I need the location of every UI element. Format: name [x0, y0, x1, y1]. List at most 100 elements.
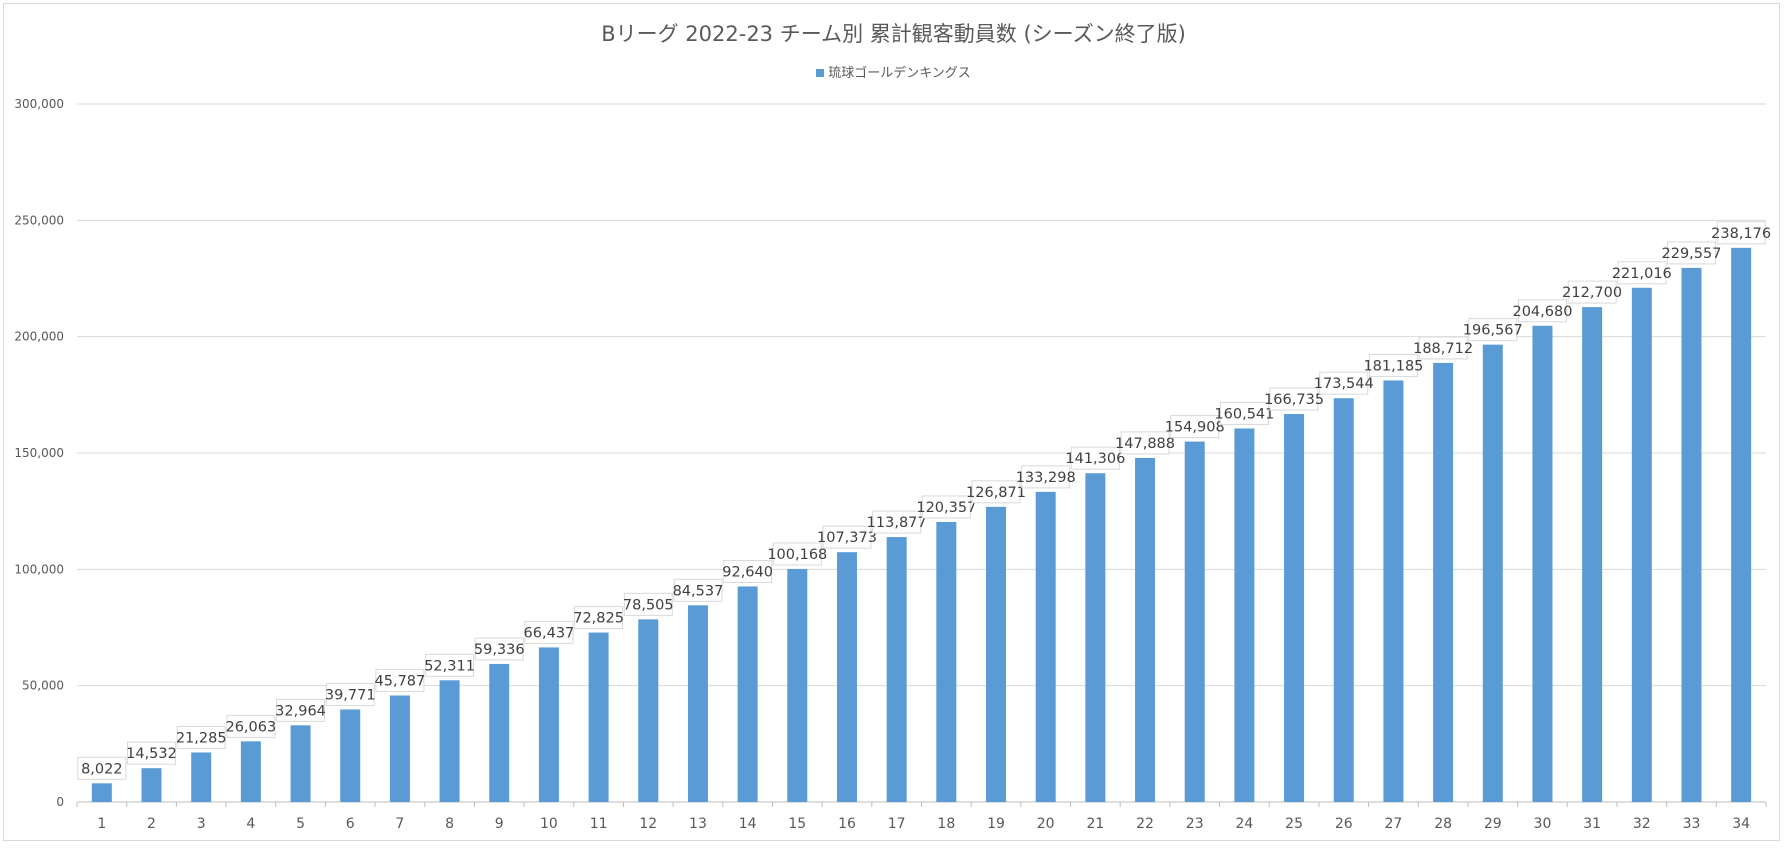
data-label: 45,787 [375, 673, 426, 689]
bar [340, 709, 361, 802]
bar [986, 506, 1007, 802]
data-label-box [1021, 465, 1071, 489]
x-tick-label: 24 [1235, 816, 1253, 832]
data-label: 107,373 [817, 530, 877, 546]
data-label-box [1120, 431, 1170, 455]
x-tick-label: 7 [395, 816, 404, 832]
data-label: 72,825 [573, 611, 624, 627]
x-tick-label: 23 [1186, 816, 1204, 832]
data-label-box [1617, 261, 1667, 285]
data-label: 126,871 [966, 485, 1026, 501]
data-label-box [1666, 241, 1716, 265]
data-label: 66,437 [524, 625, 575, 641]
data-label-box [1269, 387, 1319, 411]
data-label-box [176, 725, 226, 749]
x-tick-label: 33 [1683, 816, 1701, 832]
data-label-box [921, 495, 971, 519]
y-tick-label: 0 [56, 795, 64, 809]
bar [886, 537, 907, 802]
bar [1582, 307, 1603, 802]
data-label: 84,537 [673, 583, 724, 599]
y-tick-label: 300,000 [14, 97, 64, 111]
x-tick-label: 16 [838, 816, 856, 832]
data-label: 78,505 [623, 597, 674, 613]
data-label-box [574, 606, 624, 630]
bar [1631, 287, 1652, 803]
y-tick-label: 200,000 [14, 330, 64, 344]
data-label: 133,298 [1016, 470, 1076, 486]
bar [638, 619, 659, 802]
bar [737, 586, 758, 802]
data-label-box [1567, 280, 1617, 304]
data-label-box [673, 578, 723, 602]
bar [240, 741, 261, 802]
bar [1681, 267, 1702, 803]
data-label-box [77, 756, 127, 780]
x-tick-label: 9 [495, 816, 504, 832]
data-label-box [474, 637, 524, 661]
chart-title: Bリーグ 2022-23 チーム別 累計観客動員数 (シーズン終了版) [601, 22, 1186, 46]
bar [91, 783, 112, 802]
chart-frame [3, 3, 1780, 841]
data-label: 120,357 [916, 500, 976, 516]
data-label-box [1716, 221, 1766, 245]
bar [836, 552, 857, 802]
data-label: 59,336 [474, 642, 525, 658]
bar [787, 568, 808, 802]
data-label-box [276, 698, 326, 722]
bar [439, 680, 460, 802]
data-label-box [1368, 353, 1418, 377]
x-tick-label: 8 [445, 816, 454, 832]
bar [1035, 491, 1056, 802]
data-label: 166,735 [1264, 392, 1324, 408]
x-tick-label: 5 [296, 816, 305, 832]
bar [141, 768, 162, 802]
x-tick-label: 14 [739, 816, 757, 832]
bar [1234, 428, 1255, 802]
data-label-box [971, 480, 1021, 504]
data-label: 92,640 [722, 564, 773, 580]
data-label: 32,964 [275, 703, 326, 719]
bar [191, 752, 212, 802]
data-label-box [325, 682, 375, 706]
x-tick-label: 27 [1385, 816, 1403, 832]
data-label-box [1468, 318, 1518, 342]
x-tick-label: 4 [246, 816, 255, 832]
data-label: 39,771 [325, 687, 376, 703]
bar [1085, 473, 1106, 802]
data-label: 181,185 [1363, 358, 1423, 374]
data-label: 14,532 [126, 746, 177, 762]
bar [1135, 457, 1156, 802]
x-tick-label: 34 [1732, 816, 1750, 832]
bar [1482, 344, 1503, 802]
data-label-box [1319, 371, 1369, 395]
bar [588, 632, 609, 802]
data-label-box [822, 525, 872, 549]
x-tick-label: 3 [197, 816, 206, 832]
x-tick-label: 26 [1335, 816, 1353, 832]
data-label: 229,557 [1662, 246, 1722, 262]
bar [1184, 441, 1205, 802]
data-label-box [524, 620, 574, 644]
bar [290, 725, 311, 802]
data-label: 154,908 [1165, 420, 1225, 436]
bar [1383, 380, 1404, 802]
bar [687, 605, 708, 802]
data-label: 52,311 [424, 658, 475, 674]
x-tick-label: 30 [1534, 816, 1552, 832]
bar [936, 521, 957, 802]
data-label-box [375, 668, 425, 692]
x-tick-label: 10 [540, 816, 558, 832]
x-tick-label: 21 [1086, 816, 1104, 832]
bar [1333, 398, 1354, 802]
data-label-box [1170, 415, 1220, 439]
data-label-box [425, 653, 475, 677]
x-tick-label: 18 [937, 816, 955, 832]
data-label: 26,063 [225, 719, 276, 735]
data-label: 21,285 [176, 730, 227, 746]
data-label-box [1219, 401, 1269, 425]
bar [1433, 362, 1454, 802]
legend: 琉球ゴールデンキングス [0, 62, 1787, 81]
x-tick-label: 31 [1583, 816, 1601, 832]
